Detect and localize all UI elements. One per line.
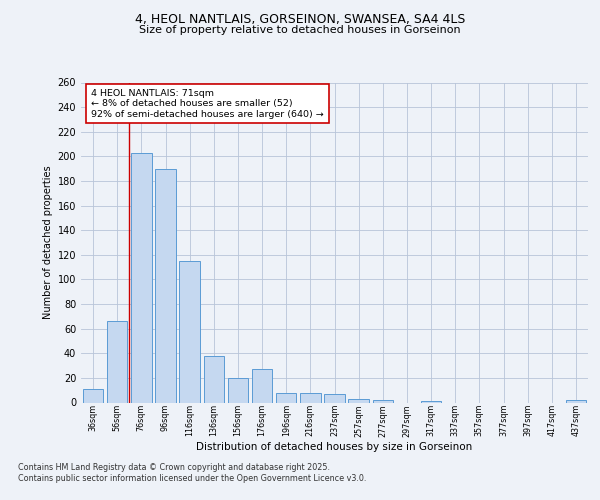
Text: Contains public sector information licensed under the Open Government Licence v3: Contains public sector information licen… [18, 474, 367, 483]
Text: 4, HEOL NANTLAIS, GORSEINON, SWANSEA, SA4 4LS: 4, HEOL NANTLAIS, GORSEINON, SWANSEA, SA… [135, 12, 465, 26]
Bar [349, 399, 369, 402]
Text: Size of property relative to detached houses in Gorseinon: Size of property relative to detached ho… [139, 25, 461, 35]
X-axis label: Distribution of detached houses by size in Gorseinon: Distribution of detached houses by size … [196, 442, 473, 452]
Text: Contains HM Land Registry data © Crown copyright and database right 2025.: Contains HM Land Registry data © Crown c… [18, 462, 330, 471]
Bar [276, 392, 296, 402]
Bar [566, 400, 586, 402]
Bar [227, 378, 248, 402]
Bar [179, 261, 200, 402]
Bar [300, 392, 320, 402]
Bar [373, 400, 393, 402]
Bar [203, 356, 224, 403]
Text: 4 HEOL NANTLAIS: 71sqm
← 8% of detached houses are smaller (52)
92% of semi-deta: 4 HEOL NANTLAIS: 71sqm ← 8% of detached … [91, 89, 324, 118]
Y-axis label: Number of detached properties: Number of detached properties [43, 166, 53, 320]
Bar [131, 152, 152, 402]
Bar [83, 389, 103, 402]
Bar [324, 394, 345, 402]
Bar [252, 370, 272, 402]
Bar [155, 168, 176, 402]
Bar [107, 322, 127, 402]
